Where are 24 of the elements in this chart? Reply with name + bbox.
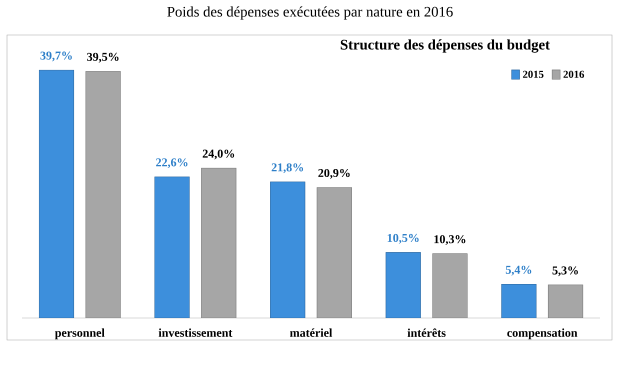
data-label: 21,8% <box>272 163 304 174</box>
bar <box>154 176 190 318</box>
x-tick-label: investissement <box>158 328 232 337</box>
chart-subtitle: Structure des dépenses du budget <box>340 39 550 53</box>
data-label: 10,3% <box>434 235 466 245</box>
legend-label: 2015 <box>522 70 544 78</box>
data-label: 10,5% <box>388 234 419 244</box>
chart-title: Poids des dépenses exécutées par nature en 2016 <box>167 6 453 20</box>
data-label: 39,5% <box>87 52 119 63</box>
data-label: 22,6% <box>156 158 188 168</box>
bar <box>501 284 536 318</box>
x-tick-label: matériel <box>290 328 332 337</box>
data-label: 24,0% <box>202 150 234 160</box>
legend-label: 2016 <box>564 70 584 78</box>
data-label: 39,7% <box>40 52 72 62</box>
x-tick-label: intérêts <box>408 328 446 337</box>
x-tick-label: personnel <box>54 328 105 340</box>
data-label: 5,4% <box>506 266 532 276</box>
x-tick-label: compensation <box>507 328 578 340</box>
bar <box>38 70 74 318</box>
bar <box>270 182 306 318</box>
data-label: 5,3% <box>552 266 578 276</box>
data-label: 20,9% <box>318 168 350 179</box>
bar <box>386 252 421 318</box>
